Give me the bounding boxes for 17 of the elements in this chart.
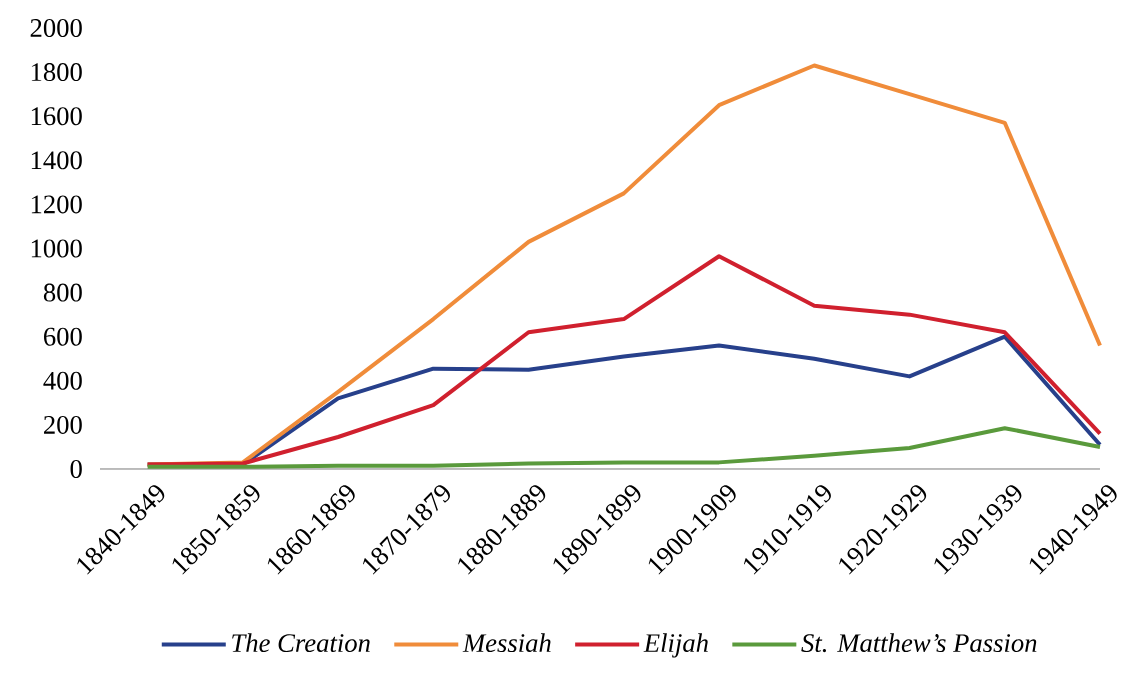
legend-label: Elijah: [643, 633, 708, 658]
line-series: [145, 426, 1102, 469]
legend-label: The Creation: [232, 633, 370, 653]
y-tick-label: 1800: [31, 63, 82, 82]
y-tick-label: 1200: [31, 195, 82, 214]
y-tick-label: 400: [43, 371, 82, 390]
y-tick-label: 800: [43, 283, 82, 302]
y-tick-label: 1400: [31, 151, 82, 170]
legend-label: St. Matthew’s Passion: [801, 633, 1037, 653]
y-tick-label: 1600: [31, 107, 82, 126]
line-series: [145, 254, 1102, 467]
y-tick-label: 0: [70, 459, 82, 478]
legend-label: Messiah: [462, 633, 551, 653]
y-tick-label: 1000: [31, 239, 82, 258]
y-tick-label: 200: [44, 415, 82, 434]
y-tick-label: 2000: [30, 19, 82, 37]
y-tick-label: 600: [44, 327, 82, 346]
